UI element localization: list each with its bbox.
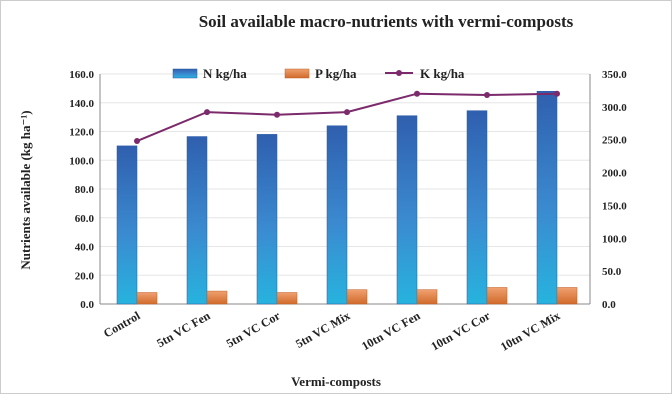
- bars: [116, 91, 578, 305]
- legend-label-p: P kg/ha: [315, 66, 357, 81]
- bar-p: [346, 289, 368, 305]
- bar-n: [116, 145, 138, 305]
- right-tick-label: 200.0: [602, 168, 627, 180]
- legend-swatch-p: [284, 68, 310, 79]
- k-point: [414, 90, 420, 97]
- right-tick-label: 150.0: [602, 200, 627, 212]
- k-point: [134, 138, 140, 145]
- right-tick-label: 100.0: [602, 233, 627, 245]
- chart-title: Soil available macro-nutrients with verm…: [199, 12, 574, 31]
- k-point: [344, 109, 350, 116]
- legend: N kg/ha P kg/ha K kg/ha: [172, 66, 465, 81]
- left-tick-label: 80.0: [75, 184, 95, 196]
- k-point: [274, 111, 280, 118]
- k-point: [554, 90, 560, 97]
- left-tick-label: 60.0: [75, 213, 95, 225]
- y-axis-label: Nutrients available (kg ha⁻¹): [18, 110, 33, 269]
- bar-p: [486, 287, 508, 305]
- bar-n: [396, 115, 418, 305]
- bar-n: [186, 136, 208, 305]
- left-tick-label: 140.0: [69, 98, 94, 110]
- legend-swatch-k-marker: [396, 70, 402, 76]
- bar-n: [256, 134, 278, 305]
- k-point: [204, 109, 210, 116]
- left-tick-label: 160.0: [69, 69, 94, 81]
- right-tick-label: 250.0: [602, 135, 627, 147]
- right-axis-ticks: 0.0 50.0 100.0 150.0 200.0 250.0 300.0 350.0: [602, 69, 627, 311]
- left-tick-label: 120.0: [69, 127, 94, 139]
- bar-p: [276, 292, 298, 305]
- left-tick-label: 0.0: [80, 299, 94, 311]
- k-series-line: [134, 90, 560, 145]
- right-tick-label: 0.0: [602, 299, 616, 311]
- left-axis-ticks: 0.0 20.0 40.0 60.0 80.0 100.0 120.0 140.0 160.0: [69, 69, 94, 311]
- left-tick-label: 100.0: [69, 155, 94, 167]
- legend-label-n: N kg/ha: [203, 66, 247, 81]
- x-axis-label: Vermi-composts: [291, 374, 381, 389]
- k-point: [484, 92, 490, 99]
- bar-p: [556, 287, 578, 305]
- right-tick-label: 50.0: [602, 266, 622, 278]
- bar-n: [536, 91, 558, 305]
- bar-p: [416, 289, 438, 305]
- legend-swatch-n: [172, 68, 198, 79]
- bar-p: [206, 290, 228, 305]
- left-tick-label: 40.0: [75, 242, 95, 254]
- bar-n: [326, 125, 348, 305]
- bar-p: [136, 292, 158, 305]
- bar-n: [466, 110, 488, 305]
- left-tick-label: 20.0: [75, 270, 95, 282]
- right-tick-label: 300.0: [602, 102, 627, 114]
- right-tick-label: 350.0: [602, 69, 627, 81]
- legend-label-k: K kg/ha: [420, 66, 465, 81]
